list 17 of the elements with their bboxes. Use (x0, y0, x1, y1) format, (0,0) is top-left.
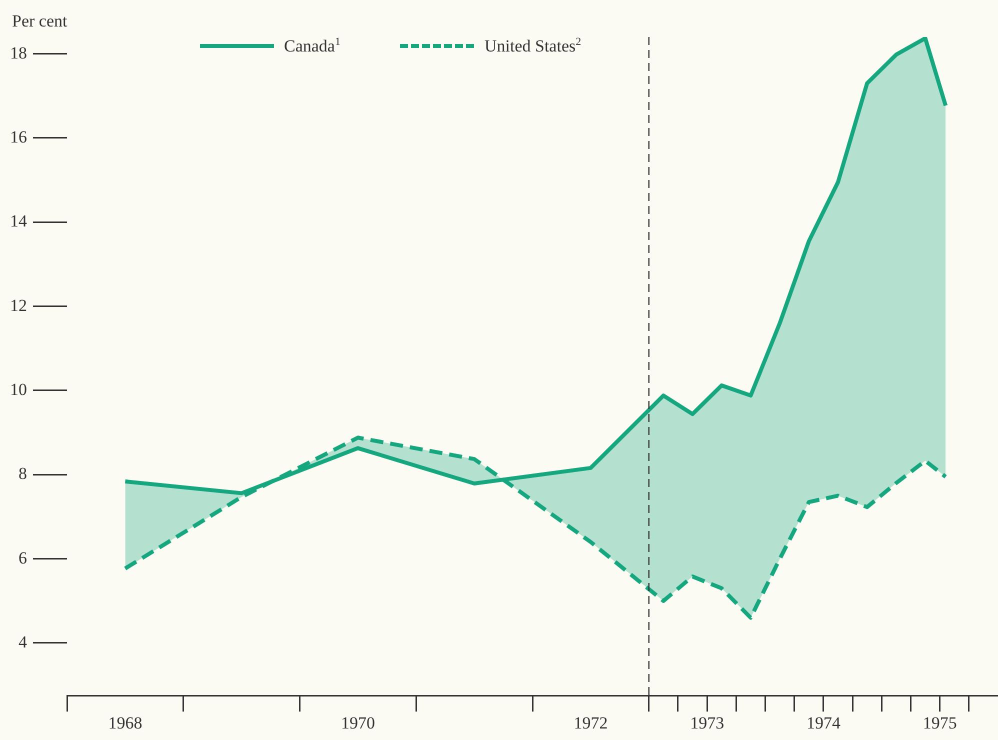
x-tick-label: 1975 (922, 713, 957, 732)
x-tick-label: 1974 (806, 713, 841, 732)
y-tick-label: 10 (10, 380, 27, 399)
x-tick-label: 1970 (340, 713, 375, 732)
x-tick-label: 1973 (690, 713, 724, 732)
y-tick-label: 8 (18, 464, 27, 484)
x-tick-label: 1968 (108, 713, 142, 732)
legend-label: Canada$^{1}$ (284, 36, 340, 57)
y-tick-label: 18 (10, 43, 27, 62)
y-tick-label: 4 (18, 632, 28, 652)
y-tick-label: 6 (18, 548, 27, 568)
y-tick-label: 14 (10, 212, 28, 231)
y-axis-title: Per cent (12, 11, 68, 30)
x-tick-label: 1972 (574, 713, 608, 732)
y-tick-label: 12 (10, 296, 27, 315)
legend-label: United States$^{2}$ (484, 36, 582, 57)
y-tick-label: 16 (10, 127, 27, 146)
